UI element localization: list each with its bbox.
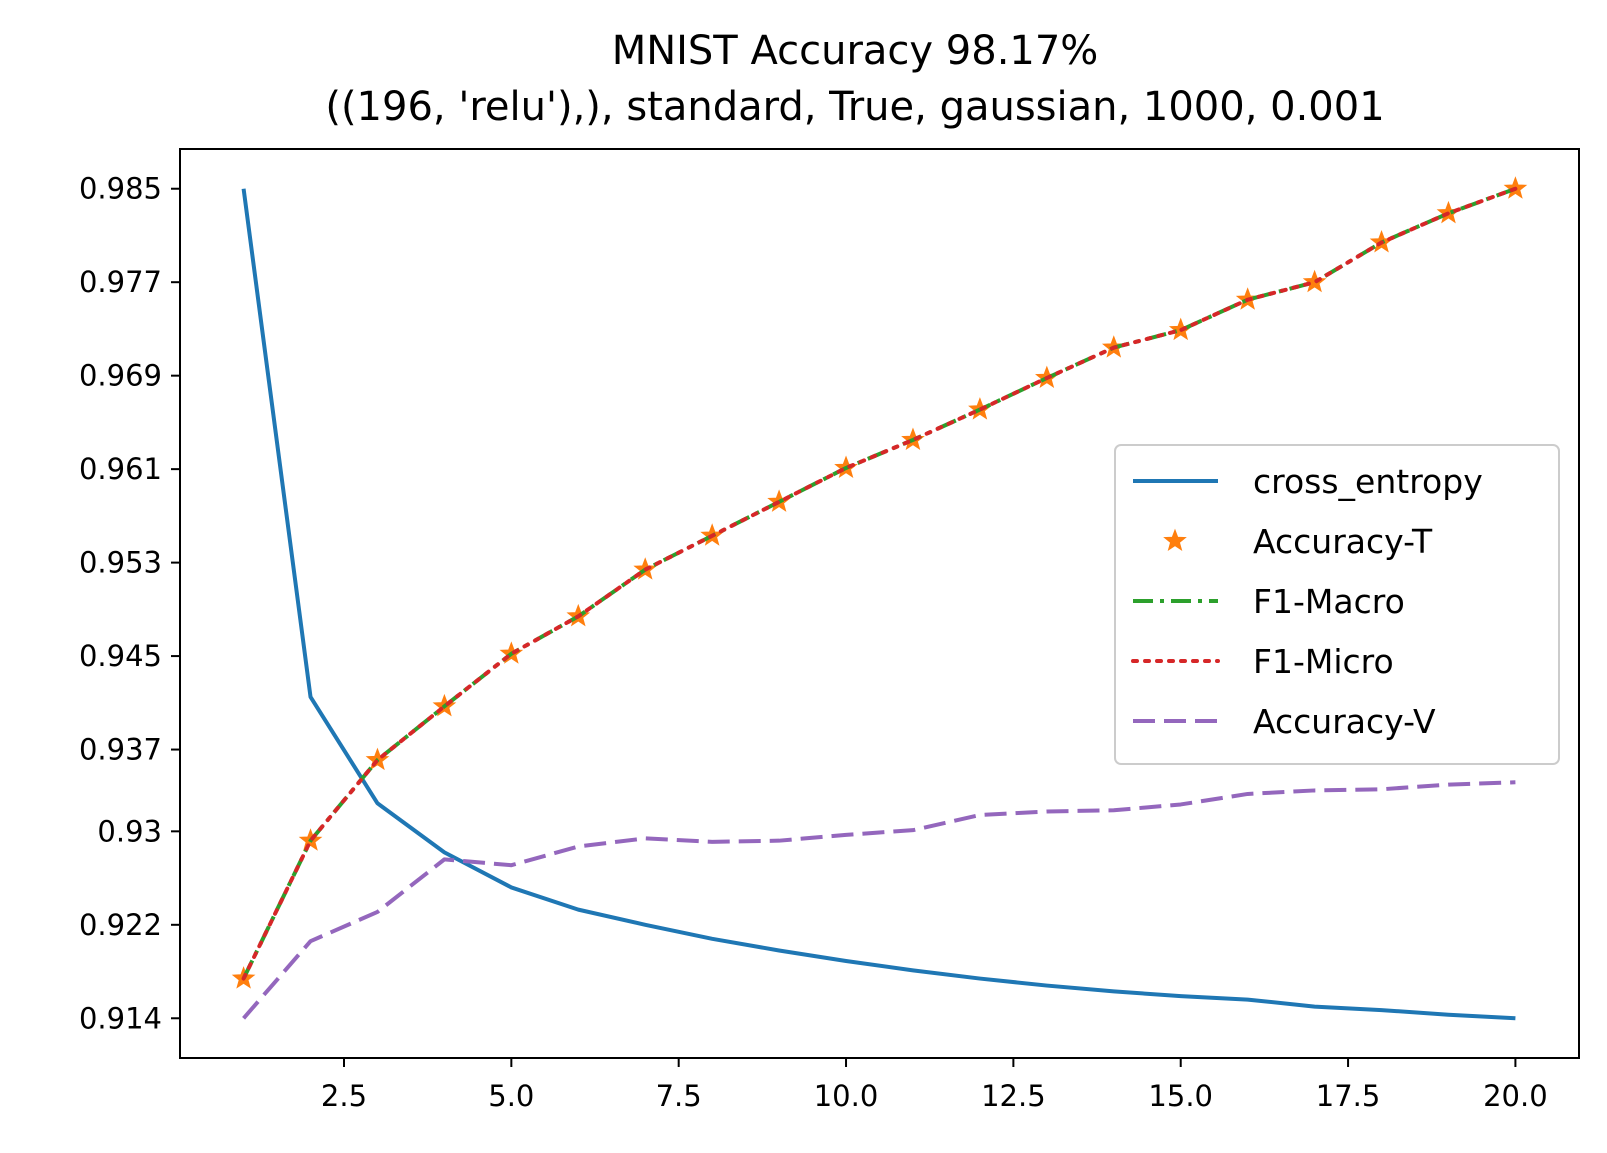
x-tick-label: 17.5 — [1316, 1079, 1381, 1113]
x-tick-label: 7.5 — [656, 1079, 702, 1113]
series-line-accuracy-v — [242, 780, 1516, 1020]
legend-label-accuracy-v: Accuracy-V — [1253, 702, 1436, 741]
y-tick-label: 0.969 — [79, 359, 162, 393]
chart-subtitle: ((196, 'relu'),), standard, True, gaussi… — [325, 84, 1384, 130]
y-tick-label: 0.961 — [79, 452, 162, 486]
y-tick-label: 0.922 — [79, 908, 162, 942]
y-tick-label: 0.985 — [79, 172, 162, 206]
x-tick-label: 10.0 — [814, 1079, 879, 1113]
y-tick-label: 0.914 — [79, 1001, 162, 1035]
legend-swatch-accuracy-t — [1163, 528, 1187, 552]
legend-label-accuracy-t: Accuracy-T — [1253, 522, 1433, 561]
series-line-cross-entropy — [241, 188, 1516, 1021]
x-tick-label: 12.5 — [981, 1079, 1046, 1113]
y-tick-label: 0.937 — [79, 733, 162, 767]
series-line-f1-micro — [241, 186, 1518, 981]
x-tick-label: 15.0 — [1148, 1079, 1213, 1113]
plot-frame — [179, 148, 1580, 1059]
y-tick-label: 0.945 — [79, 639, 162, 673]
x-tick-label: 2.5 — [321, 1079, 367, 1113]
plot-area — [231, 176, 1528, 1021]
chart-title: MNIST Accuracy 98.17% — [612, 28, 1099, 74]
x-tick-label: 20.0 — [1483, 1079, 1548, 1113]
y-axis: 0.914 0.922 0.93 0.937 0.945 0.953 0.961 0.969 0… — [79, 172, 180, 1035]
x-tick-label: 5.0 — [488, 1079, 534, 1113]
legend-box — [1114, 444, 1560, 765]
y-tick-label: 0.977 — [79, 265, 162, 299]
legend-label-f1-micro: F1-Micro — [1253, 642, 1394, 681]
y-tick-label: 0.93 — [97, 814, 162, 848]
legend-items: cross_entropy Accuracy-T F1-Macro F1-Micro A… — [1131, 462, 1483, 741]
legend-label-cross-entropy: cross_entropy — [1253, 462, 1483, 501]
x-axis: 2.5 5.0 7.5 10.0 12.5 15.0 17.5 20.0 — [321, 1058, 1548, 1113]
y-tick-label: 0.953 — [79, 546, 162, 580]
legend: cross_entropy Accuracy-T F1-Macro F1-Micro A… — [1114, 444, 1560, 765]
series-layer — [231, 176, 1528, 1021]
legend-label-f1-macro: F1-Macro — [1253, 582, 1405, 621]
